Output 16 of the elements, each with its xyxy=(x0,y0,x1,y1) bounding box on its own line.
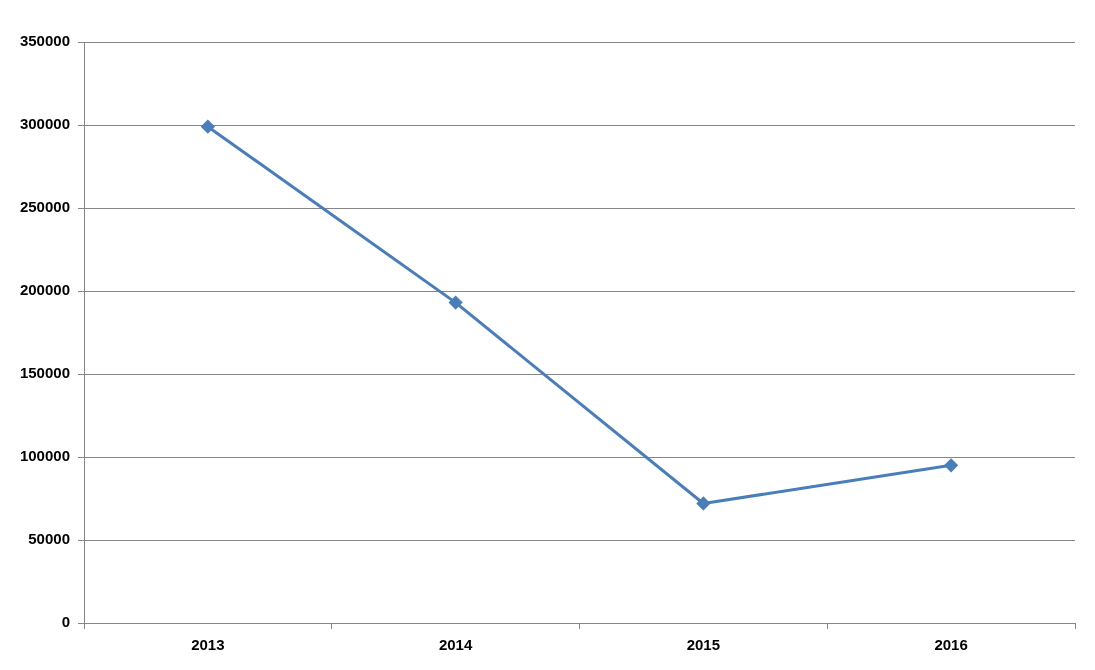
y-tick-label: 0 xyxy=(61,613,70,631)
y-tick-label: 250000 xyxy=(19,198,70,216)
point xyxy=(449,296,463,310)
y-tick-label: 100000 xyxy=(19,447,70,465)
point xyxy=(696,496,710,510)
x-tick-label: 2014 xyxy=(438,636,473,654)
x-tick-label: 2013 xyxy=(191,636,225,654)
x-tick-label: 2015 xyxy=(686,636,721,654)
x-tick-label: 2016 xyxy=(934,636,968,654)
y-tick-label: 150000 xyxy=(19,364,70,382)
y-tick-label: 300000 xyxy=(19,115,70,133)
y-tick-label: 50000 xyxy=(28,530,70,548)
point xyxy=(944,458,958,472)
y-tick-label: 350000 xyxy=(19,32,70,50)
y-tick-label: 200000 xyxy=(19,281,70,299)
point xyxy=(201,120,215,134)
